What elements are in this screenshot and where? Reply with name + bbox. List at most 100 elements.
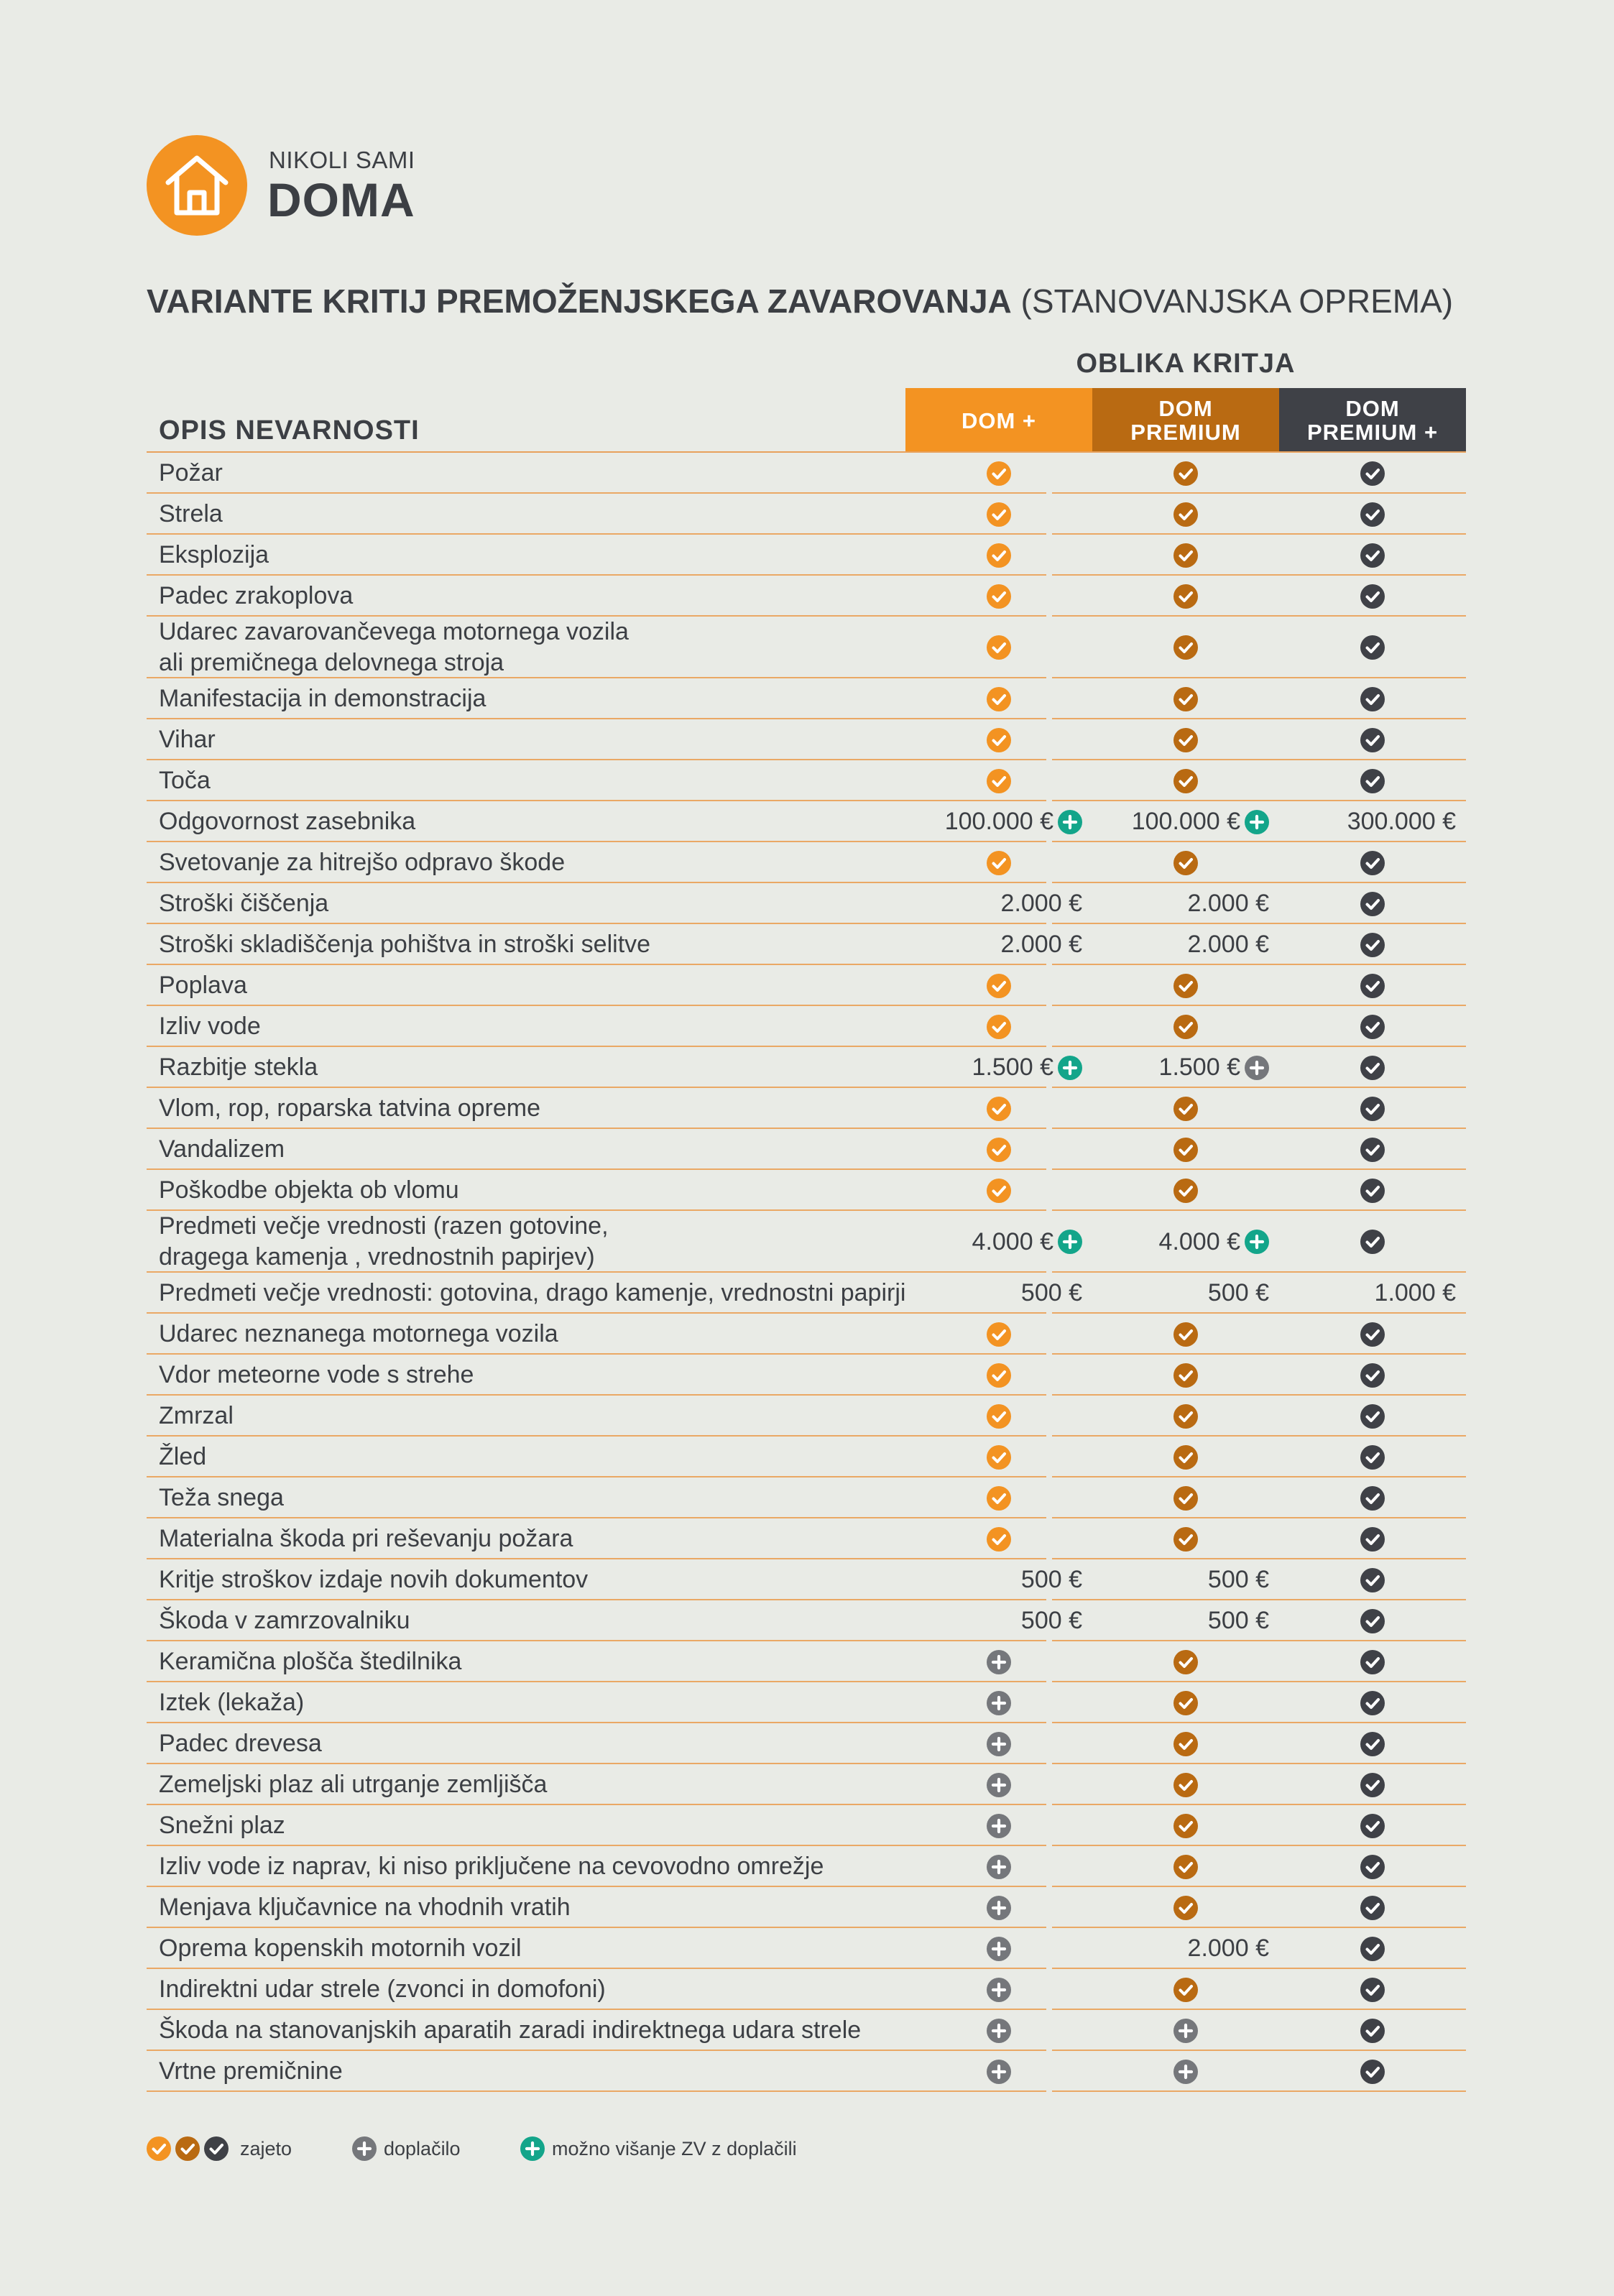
table-row: Udarec neznanega motornega vozila — [147, 1314, 1466, 1355]
page-title-main: VARIANTE KRITIJ PREMOŽENJSKEGA ZAVAROVAN… — [147, 282, 1012, 320]
check-dark-icon — [1360, 584, 1385, 609]
row-divider — [1052, 677, 1466, 678]
coverage-cell — [905, 1396, 1092, 1437]
plus-grey-icon — [987, 1895, 1011, 1920]
check-brown-icon — [1173, 461, 1198, 486]
check-dark-icon — [1360, 1014, 1385, 1039]
check-dark-icon — [1360, 891, 1385, 916]
coverage-cell — [1279, 1518, 1466, 1559]
risk-label-line: Poškodbe objekta ob vlomu — [159, 1176, 459, 1204]
table-row: Žled — [147, 1437, 1466, 1477]
risk-label-line: Materialna škoda pri reševanju požara — [159, 1525, 573, 1552]
coverage-cell — [905, 1129, 1092, 1170]
coverage-cell — [1092, 1764, 1279, 1805]
row-divider — [1052, 923, 1466, 924]
row-divider — [1052, 1886, 1466, 1887]
coverage-cell: 100.000 € — [1092, 801, 1279, 842]
plus-grey-icon — [987, 1731, 1011, 1756]
coverage-cell: 2.000 € — [1092, 883, 1279, 924]
check-orange-icon — [987, 1096, 1011, 1121]
check-brown-icon — [1173, 1772, 1198, 1797]
table-row: Kritje stroškov izdaje novih dokumentov 5… — [147, 1559, 1466, 1600]
coverage-cell: 500 € — [1092, 1273, 1279, 1314]
column-header-line: PREMIUM — [1130, 420, 1241, 445]
row-divider — [1052, 533, 1466, 535]
coverage-cell — [905, 453, 1092, 494]
coverage-cell: 500 € — [905, 1600, 1092, 1641]
risk-label-line: Stroški skladiščenja pohištva in stroški… — [159, 931, 651, 958]
risk-label-line: Vdor meteorne vode s strehe — [159, 1361, 474, 1388]
row-divider — [147, 1476, 1046, 1477]
risk-label: Razbitje stekla — [159, 1047, 318, 1088]
row-divider — [147, 1927, 1046, 1928]
legend-covered: zajeto — [147, 2134, 292, 2163]
risk-label-line: Poplava — [159, 972, 247, 999]
table-row: Izliv vode — [147, 1006, 1466, 1047]
coverage-cell — [1279, 617, 1466, 678]
plus-grey-icon — [1173, 2018, 1198, 2043]
table-row: Udarec zavarovančevega motornega vozila a… — [147, 617, 1466, 678]
risk-label: Teža snega — [159, 1477, 284, 1518]
risk-label-line: Oprema kopenskih motornih vozil — [159, 1935, 522, 1962]
plus-green-icon — [1058, 1055, 1082, 1080]
check-orange-icon — [987, 686, 1011, 711]
row-divider — [147, 2009, 1046, 2010]
coverage-cell — [1279, 576, 1466, 617]
row-divider — [147, 882, 1046, 883]
risk-label-line: Vihar — [159, 726, 216, 753]
risk-label-line: Toča — [159, 767, 211, 794]
risk-label-line: Stroški čiščenja — [159, 890, 329, 917]
row-divider — [147, 1517, 1046, 1518]
row-divider — [147, 759, 1046, 760]
coverage-limit: 2.000 € — [1187, 890, 1269, 917]
row-divider — [147, 533, 1046, 535]
table-row: Poplava — [147, 965, 1466, 1006]
row-divider — [147, 492, 1046, 494]
coverage-cell — [905, 1437, 1092, 1477]
coverage-cell — [1279, 1764, 1466, 1805]
coverage-cell — [1279, 1846, 1466, 1887]
column-header-line: DOM — [1345, 396, 1400, 421]
row-divider — [1052, 574, 1466, 576]
coverage-cell: 300.000 € — [1279, 801, 1466, 842]
check-dark-icon — [1360, 1178, 1385, 1203]
coverage-cell — [905, 760, 1092, 801]
check-brown-icon — [1173, 1813, 1198, 1838]
row-divider — [147, 1804, 1046, 1805]
coverage-limit: 4.000 € — [1158, 1227, 1240, 1255]
check-orange-icon — [987, 768, 1011, 793]
page-title-sub: (STANOVANJSKA OPREMA) — [1011, 282, 1454, 320]
row-divider — [1052, 492, 1466, 494]
risk-label-line: Eksplozija — [159, 541, 269, 568]
row-divider — [147, 1046, 1046, 1047]
coverage-limit: 500 € — [1020, 1279, 1082, 1306]
house-icon — [147, 135, 247, 236]
table-row: Predmeti večje vrednosti: gotovina, drag… — [147, 1273, 1466, 1314]
table-row: Vlom, rop, roparska tatvina opreme — [147, 1088, 1466, 1129]
column-header-dom-premium-plus: DOM PREMIUM + — [1279, 388, 1466, 453]
row-divider — [1052, 1845, 1466, 1846]
row-divider — [1052, 2050, 1466, 2051]
coverage-cell — [1279, 1437, 1466, 1477]
row-divider — [147, 1087, 1046, 1088]
row-divider — [147, 2050, 1046, 2051]
risk-label-line: Zmrzal — [159, 1402, 234, 1429]
risk-label: Stroški skladiščenja pohištva in stroški… — [159, 924, 650, 965]
row-divider — [1052, 964, 1466, 965]
row-divider — [147, 1968, 1046, 1969]
coverage-cell: 500 € — [905, 1559, 1092, 1600]
coverage-cell — [905, 1355, 1092, 1396]
coverage-limit: 4.000 € — [972, 1227, 1053, 1255]
check-brown-icon — [1173, 1014, 1198, 1039]
coverage-cell — [905, 1682, 1092, 1723]
row-divider — [1052, 1804, 1466, 1805]
coverage-cell: 4.000 € — [905, 1211, 1092, 1273]
check-brown-icon — [1173, 584, 1198, 609]
risk-label-line: Svetovanje za hitrejšo odpravo škode — [159, 849, 566, 876]
check-dark-icon — [1360, 973, 1385, 998]
plus-green-icon — [520, 2136, 545, 2161]
row-divider — [1052, 1087, 1466, 1088]
check-dark-icon — [1360, 1731, 1385, 1756]
coverage-limit: 2.000 € — [1000, 931, 1082, 958]
table-row: Padec drevesa — [147, 1723, 1466, 1764]
